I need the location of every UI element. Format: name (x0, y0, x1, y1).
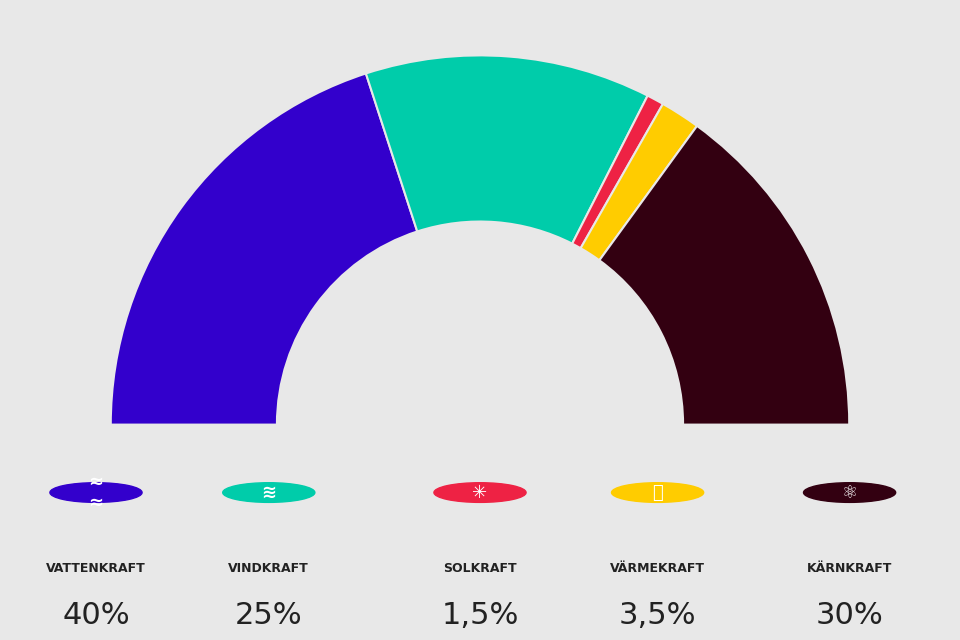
Text: VINDKRAFT: VINDKRAFT (228, 562, 309, 575)
Circle shape (804, 483, 896, 502)
Text: ≈
≈: ≈ ≈ (88, 473, 104, 512)
Wedge shape (599, 126, 850, 424)
Circle shape (612, 483, 704, 502)
Text: ⚛: ⚛ (842, 484, 857, 502)
Text: ✳: ✳ (472, 484, 488, 502)
Text: SOLKRAFT: SOLKRAFT (444, 562, 516, 575)
Circle shape (434, 483, 526, 502)
Text: 30%: 30% (816, 601, 883, 630)
Text: 🔥: 🔥 (652, 484, 663, 502)
Text: KÄRNKRAFT: KÄRNKRAFT (807, 562, 892, 575)
Text: VÄRMEKRAFT: VÄRMEKRAFT (611, 562, 705, 575)
Wedge shape (581, 104, 697, 260)
Text: 3,5%: 3,5% (619, 601, 696, 630)
Text: 1,5%: 1,5% (442, 601, 518, 630)
Circle shape (50, 483, 142, 502)
Circle shape (223, 483, 315, 502)
Text: VATTENKRAFT: VATTENKRAFT (46, 562, 146, 575)
Text: 25%: 25% (235, 601, 302, 630)
Text: 40%: 40% (62, 601, 130, 630)
Wedge shape (572, 95, 663, 248)
Wedge shape (110, 74, 418, 424)
Wedge shape (366, 56, 648, 244)
Text: ≋: ≋ (261, 484, 276, 502)
